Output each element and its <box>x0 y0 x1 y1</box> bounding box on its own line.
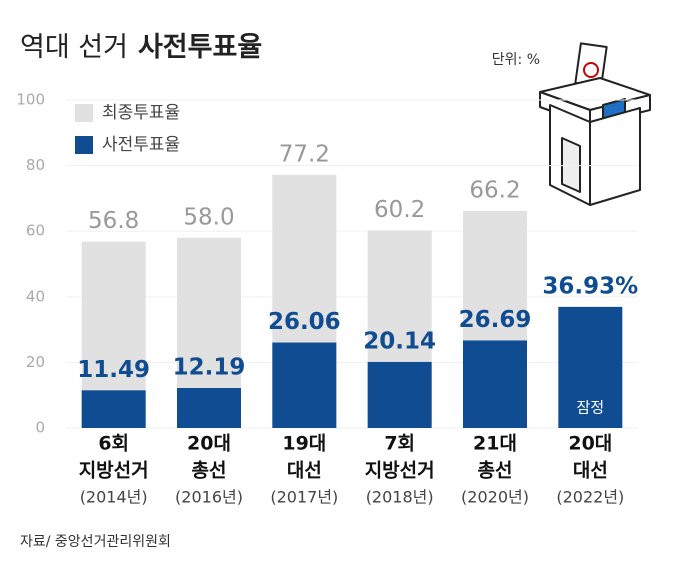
y-tick-label: 80 <box>26 156 45 174</box>
title-bold: 사전투표율 <box>138 32 262 63</box>
x-tick-label: (2017년) <box>270 488 338 507</box>
bar <box>177 388 241 428</box>
legend-label: 최종투표율 <box>102 103 180 123</box>
y-tick-label: 60 <box>26 222 45 240</box>
x-tick-label: (2014년) <box>80 488 148 507</box>
value-label: 20.14 <box>363 328 436 354</box>
x-tick-label: 20대 <box>568 433 612 455</box>
x-tick-label: 7회 <box>384 433 415 455</box>
value-label: 36.93% <box>542 273 638 299</box>
bar <box>463 340 527 428</box>
value-label: 60.2 <box>374 197 425 223</box>
value-label: 26.69 <box>459 307 532 333</box>
x-tick-label: 6회 <box>98 433 129 455</box>
unit: 단위: % <box>492 52 540 68</box>
x-tick-label: 지방선거 <box>79 460 149 482</box>
x-tick-label: (2022년) <box>556 488 624 507</box>
y-tick-label: 40 <box>26 287 45 305</box>
value-label: 56.8 <box>88 208 139 234</box>
bar <box>367 361 432 428</box>
value-label: 58.0 <box>183 204 234 230</box>
x-tick-label: 총선 <box>192 460 227 482</box>
value-label: 77.2 <box>279 141 330 167</box>
value-label: 11.49 <box>77 357 150 383</box>
value-label: 66.2 <box>469 177 520 203</box>
value-label: 26.06 <box>268 309 341 335</box>
ballot-box-icon <box>539 42 651 206</box>
value-label: 12.19 <box>173 355 246 381</box>
title-light: 역대 선거 <box>20 32 128 63</box>
x-tick-label: 대선 <box>287 460 322 482</box>
legend-swatch <box>75 136 93 154</box>
x-tick-label: 총선 <box>478 460 513 482</box>
chart-title: 역대 선거 사전투표율 <box>20 32 262 63</box>
bar <box>81 390 146 428</box>
y-tick-label: 20 <box>26 353 45 371</box>
legend-swatch <box>75 104 93 122</box>
x-tick-label: 21대 <box>473 433 517 455</box>
x-tick-label: (2020년) <box>461 488 529 507</box>
legend-label: 사전투표율 <box>102 135 180 155</box>
x-tick-label: 대선 <box>573 460 608 482</box>
annotation: 잠정 <box>577 399 605 417</box>
y-tick-label: 0 <box>35 419 45 437</box>
x-tick-label: 20대 <box>187 433 231 455</box>
x-tick-label: (2018년) <box>366 488 434 507</box>
bar <box>558 306 623 428</box>
x-tick-label: 19대 <box>282 433 326 455</box>
x-tick-label: 지방선거 <box>365 460 435 482</box>
y-tick-label: 100 <box>16 91 45 109</box>
source: 자료/ 중앙선거관리위원회 <box>20 534 171 550</box>
bar <box>272 342 337 428</box>
x-tick-label: (2016년) <box>175 488 243 507</box>
